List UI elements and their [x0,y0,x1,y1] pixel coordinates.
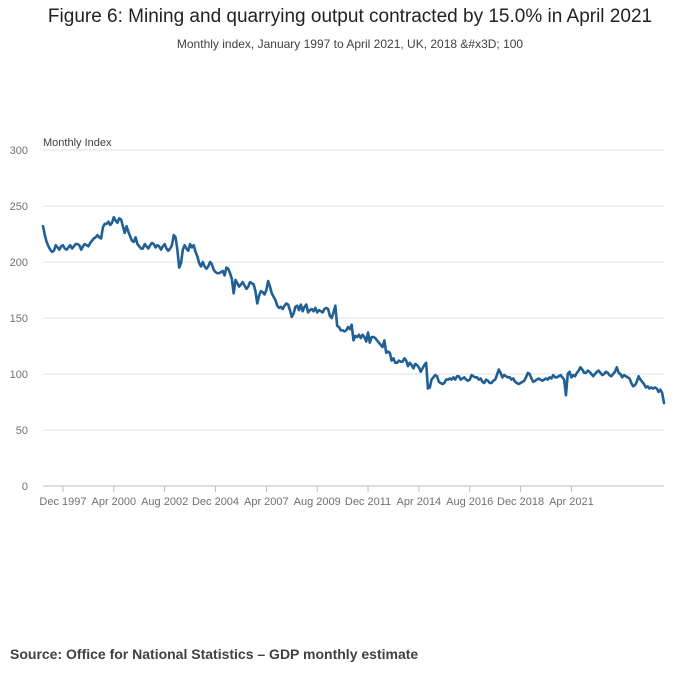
chart-subtitle: Monthly index, January 1997 to April 202… [176,37,524,51]
x-tick-label: Aug 2009 [294,496,341,508]
x-tick-label: Dec 2011 [345,496,391,508]
y-tick-label: 50 [16,425,28,437]
x-tick-label: Apr 2007 [244,496,289,508]
chart-title: Figure 6: Mining and quarrying output co… [47,6,653,27]
x-tick-label: Dec 2004 [192,496,239,508]
y-tick-label: 0 [22,481,28,493]
y-tick-label: 200 [10,257,28,269]
y-axis-label: Monthly Index [43,137,112,149]
x-tick-label: Aug 2016 [446,496,493,508]
gridlines [43,149,664,487]
x-tick-label: Dec 1997 [39,496,86,508]
x-axis: Dec 1997 Apr 2000 Aug 2002 Dec 2004 Apr 2007… [39,486,594,508]
series-line [41,215,666,405]
line-chart: 0 50 100 150 200 250 300 Dec 1997 Apr 2000 Aug 2… [10,137,666,508]
x-tick-label: Aug 2002 [141,496,188,508]
series-layer [41,215,666,405]
source-note: Source: Office for National Statistics –… [10,646,419,662]
y-tick-label: 250 [10,201,28,213]
y-axis: 0 50 100 150 200 250 300 [10,145,28,493]
x-tick-label: Apr 2021 [549,496,594,508]
y-tick-label: 300 [10,145,28,157]
y-tick-label: 150 [10,313,28,325]
x-tick-label: Apr 2000 [91,496,136,508]
x-tick-label: Dec 2018 [497,496,544,508]
y-tick-label: 100 [10,369,28,381]
x-tick-label: Apr 2014 [397,496,442,508]
